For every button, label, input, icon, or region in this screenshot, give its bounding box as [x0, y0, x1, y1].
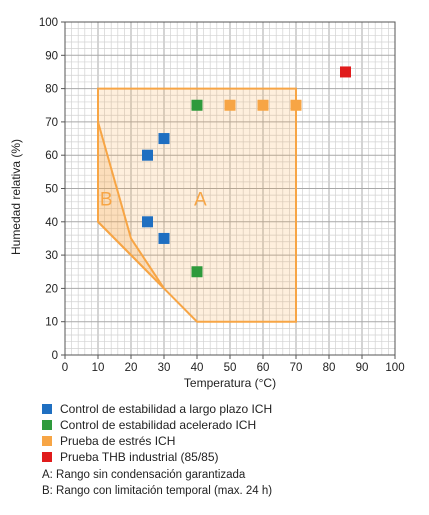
notes: A: Rango sin condensación garantizada B:… [42, 467, 272, 499]
legend: Control de estabilidad a largo plazo ICH… [42, 401, 272, 465]
x-axis-label: Temperatura (°C) [184, 376, 276, 390]
region-label-b: B [100, 189, 113, 210]
data-point-series-1 [191, 266, 203, 278]
legend-swatch-accelerated [42, 420, 52, 430]
data-point-series-0 [158, 133, 170, 145]
y-tick-label: 70 [45, 117, 58, 129]
data-point-series-3 [340, 66, 351, 78]
y-tick-label: 30 [45, 250, 58, 262]
legend-swatch-long-term [42, 404, 52, 414]
region-label-a: A [194, 189, 207, 210]
data-point-series-2 [290, 99, 302, 111]
region-b [97, 121, 165, 290]
x-tick-label: 100 [385, 362, 404, 374]
x-tick-label: 0 [62, 362, 68, 374]
y-tick-label: 100 [39, 17, 58, 29]
legend-swatch-thb [42, 452, 52, 462]
data-point-series-2 [224, 99, 236, 111]
x-tick-label: 40 [191, 362, 204, 374]
x-tick-label: 80 [323, 362, 336, 374]
legend-item-long-term: Control de estabilidad a largo plazo ICH [42, 401, 272, 417]
y-tick-label: 40 [45, 217, 58, 229]
legend-item-stress: Prueba de estrés ICH [42, 433, 272, 449]
y-tick-label: 90 [45, 50, 58, 62]
y-tick-label: 10 [45, 317, 58, 329]
data-point-series-1 [191, 99, 203, 111]
data-point-series-0 [142, 216, 153, 228]
x-tick-label: 70 [290, 362, 303, 374]
note-a: A: Rango sin condensación garantizada [42, 469, 246, 481]
legend-label-accelerated: Control de estabilidad acelerado ICH [60, 418, 257, 432]
y-tick-label: 20 [45, 283, 58, 295]
data-point-series-2 [257, 99, 269, 111]
y-tick-label: 50 [45, 184, 58, 196]
note-b: B: Rango con limitación temporal (max. 2… [42, 485, 273, 497]
x-tick-label: 90 [356, 362, 369, 374]
legend-item-accelerated: Control de estabilidad acelerado ICH [42, 417, 272, 433]
legend-label-long-term: Control de estabilidad a largo plazo ICH [60, 402, 273, 416]
y-tick-label: 80 [45, 84, 58, 96]
legend-item-thb: Prueba THB industrial (85/85) [42, 449, 272, 465]
data-point-series-0 [142, 149, 153, 161]
x-tick-label: 10 [92, 362, 105, 374]
legend-label-thb: Prueba THB industrial (85/85) [60, 450, 219, 464]
x-tick-label: 60 [257, 362, 270, 374]
y-tick-label: 60 [45, 150, 58, 162]
x-tick-label: 30 [158, 362, 171, 374]
data-point-series-0 [158, 232, 170, 244]
legend-swatch-stress [42, 436, 52, 446]
x-tick-label: 20 [125, 362, 138, 374]
y-tick-label: 0 [52, 350, 58, 362]
legend-label-stress: Prueba de estrés ICH [60, 434, 176, 448]
y-axis-label: Humedad relativa (%) [9, 138, 23, 256]
x-tick-label: 50 [224, 362, 237, 374]
